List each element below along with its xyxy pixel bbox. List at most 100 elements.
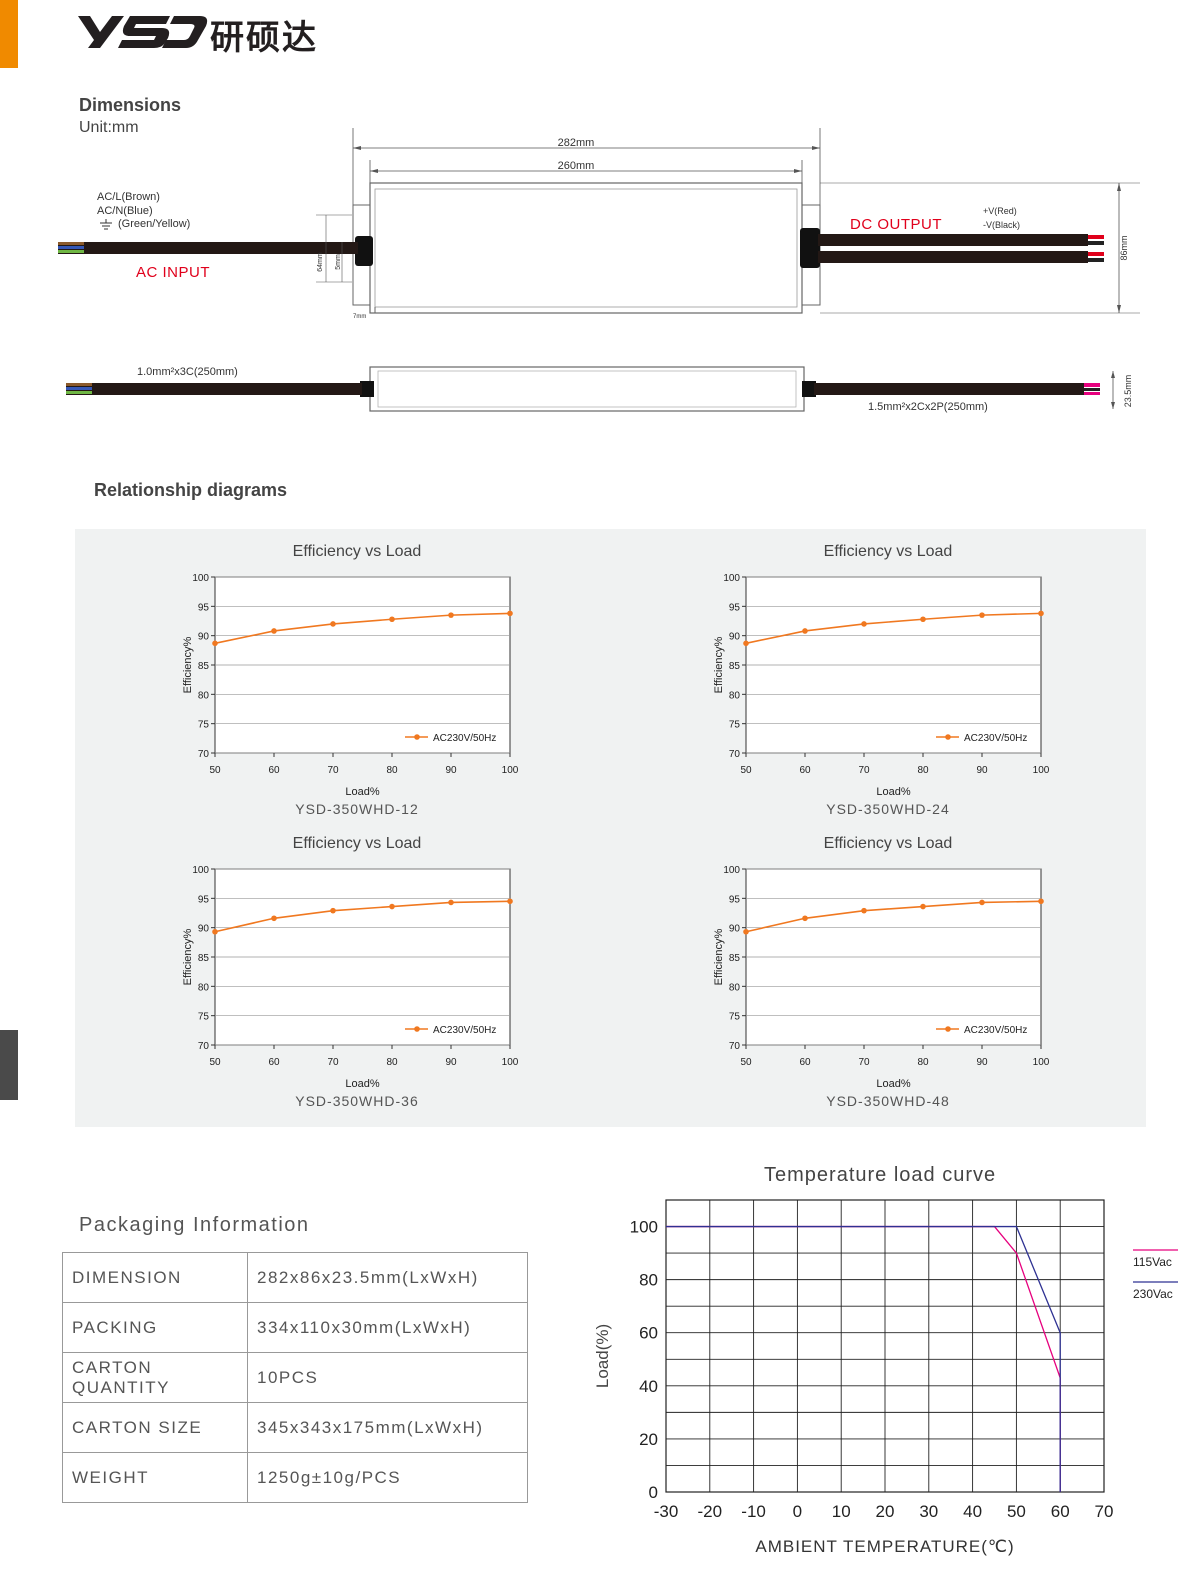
x-tick-label: 70: [327, 765, 339, 776]
data-point: [1038, 610, 1044, 617]
side-ac-cable-label: 1.0mm²x3C(250mm): [137, 366, 238, 378]
ysd-logo: [78, 16, 208, 48]
x-tick-label: 60: [799, 1057, 811, 1068]
y-tick-label: 90: [729, 632, 741, 643]
y-tick-label: 95: [729, 602, 741, 613]
x-axis-label: Load%: [345, 786, 379, 798]
y-tick-label: 100: [723, 865, 740, 876]
side-marker: [0, 1030, 18, 1100]
data-point: [448, 612, 454, 618]
legend-marker: [945, 734, 951, 740]
data-point: [743, 640, 749, 647]
data-point: [389, 903, 395, 910]
mount-hole-label: 5mm: [335, 254, 342, 270]
dc-wire-positive: +V(Red): [983, 206, 1017, 216]
y-tick-label: 90: [729, 924, 741, 935]
accent-bar: [0, 0, 18, 68]
x-axis-label: Load%: [345, 1078, 379, 1090]
row-value: 282x86x23.5mm(LxWxH): [247, 1252, 528, 1303]
table-row: DIMENSION 282x86x23.5mm(LxWxH): [62, 1252, 528, 1303]
x-axis-label: Load%: [876, 1078, 910, 1090]
side-dc-cable: [814, 383, 1084, 395]
legend-label: 115Vac: [1133, 1255, 1172, 1269]
x-tick-label: 10: [832, 1502, 851, 1521]
x-tick-label: 70: [1095, 1502, 1114, 1521]
packaging-heading: Packaging Information: [79, 1214, 310, 1236]
y-tick-label: 75: [729, 1012, 741, 1023]
x-axis-label: AMBIENT TEMPERATURE(℃): [755, 1537, 1014, 1556]
dc-cable-2: [818, 251, 1088, 263]
data-point: [861, 621, 867, 627]
x-tick-label: 90: [445, 1057, 457, 1068]
table-row: PACKING 334x110x30mm(LxWxH): [62, 1302, 528, 1353]
legend-label: AC230V/50Hz: [964, 733, 1027, 744]
dimensions-heading: Dimensions: [79, 95, 182, 115]
y-tick-label: 20: [639, 1430, 658, 1449]
housing-top-view: [369, 182, 803, 314]
ac-cable: [58, 242, 358, 254]
x-tick-label: 100: [502, 765, 519, 776]
x-tick-label: 100: [1033, 1057, 1050, 1068]
x-tick-label: 50: [740, 765, 752, 776]
x-tick-label: 80: [386, 765, 398, 776]
wire-label-n: AC/N(Blue): [97, 205, 153, 217]
x-tick-label: 0: [793, 1502, 802, 1521]
y-tick-label: 80: [639, 1271, 658, 1290]
data-point: [448, 899, 454, 906]
y-tick-label: 90: [198, 924, 210, 935]
chart-plot: 70 75 80 85 90 95 100 50 60 70 80 90 100 Load% Efficie…: [182, 573, 519, 798]
row-value: 345x343x175mm(LxWxH): [247, 1402, 528, 1453]
data-point: [389, 616, 395, 623]
y-tick-label: 0: [649, 1483, 658, 1502]
efficiency-line: [745, 900, 1042, 933]
y-tick-label: 80: [729, 982, 741, 993]
legend-label: AC230V/50Hz: [433, 733, 496, 744]
length-inner-label: 260mm: [558, 160, 595, 172]
mount-height-label: 64mm: [317, 252, 324, 272]
y-tick-label: 75: [198, 1012, 210, 1023]
y-tick-label: 70: [198, 749, 210, 760]
data-point: [507, 610, 513, 617]
y-axis-label: Efficiency%: [182, 928, 194, 985]
data-point: [802, 915, 808, 922]
x-tick-label: 60: [268, 1057, 280, 1068]
data-point: [330, 907, 336, 914]
legend-label: 230Vac: [1133, 1287, 1173, 1301]
y-tick-label: 100: [192, 865, 209, 876]
x-tick-label: 50: [209, 765, 221, 776]
chart-title: Efficiency vs Load: [292, 835, 422, 852]
chart-model: YSD-350WHD-24: [826, 801, 950, 817]
efficiency-line: [214, 900, 511, 933]
data-point: [212, 928, 218, 935]
x-axis-label: Load%: [876, 786, 910, 798]
y-tick-label: 40: [639, 1377, 658, 1396]
length-outer-label: 282mm: [558, 137, 595, 149]
legend-label: AC230V/50Hz: [433, 1025, 496, 1036]
y-tick-label: 60: [639, 1324, 658, 1343]
data-point: [330, 621, 336, 627]
y-tick-label: 80: [198, 982, 210, 993]
temperature-chart: 0 20 40 60 80 100 -30 -20 -10 0 10 20 30 40 50 60 70 AMBI…: [593, 1199, 1178, 1556]
y-tick-label: 70: [198, 1041, 210, 1052]
efficiency-chart-3: Efficiency vs Load 70 75 80 85 90 95 100 50 60 70…: [157, 835, 557, 1115]
data-point: [920, 903, 926, 910]
x-tick-label: 70: [858, 1057, 870, 1068]
efficiency-chart-1: Efficiency vs Load 70 75 80 85 90 95 100 50 60 70…: [157, 543, 557, 823]
side-dc-cable-label: 1.5mm²x2Cx2P(250mm): [868, 401, 988, 413]
row-key: CARTON SIZE: [62, 1402, 248, 1453]
row-key: CARTON QUANTITY: [62, 1352, 248, 1403]
dimension-drawing: 282mm 260mm 64mm 5mm 7mm 86mm AC/L(Brown…: [58, 128, 1140, 413]
temperature-chart-title: Temperature load curve: [764, 1164, 997, 1186]
x-tick-label: 90: [976, 765, 988, 776]
wire-label-ground: (Green/Yellow): [118, 218, 190, 230]
chart-model: YSD-350WHD-48: [826, 1093, 950, 1109]
derating-line-230vac: [666, 1225, 1061, 1492]
x-tick-label: 100: [502, 1057, 519, 1068]
y-axis-label: Efficiency%: [182, 636, 194, 693]
packaging-table: DIMENSION 282x86x23.5mm(LxWxH) PACKING 334…: [62, 1252, 528, 1503]
chart-plot: 70 75 80 85 90 95 100 50 60 70 80 90 100 Load% Efficie…: [713, 865, 1050, 1090]
x-tick-label: 50: [740, 1057, 752, 1068]
x-tick-label: 80: [386, 1057, 398, 1068]
legend-marker: [414, 734, 420, 740]
data-point: [271, 628, 277, 634]
